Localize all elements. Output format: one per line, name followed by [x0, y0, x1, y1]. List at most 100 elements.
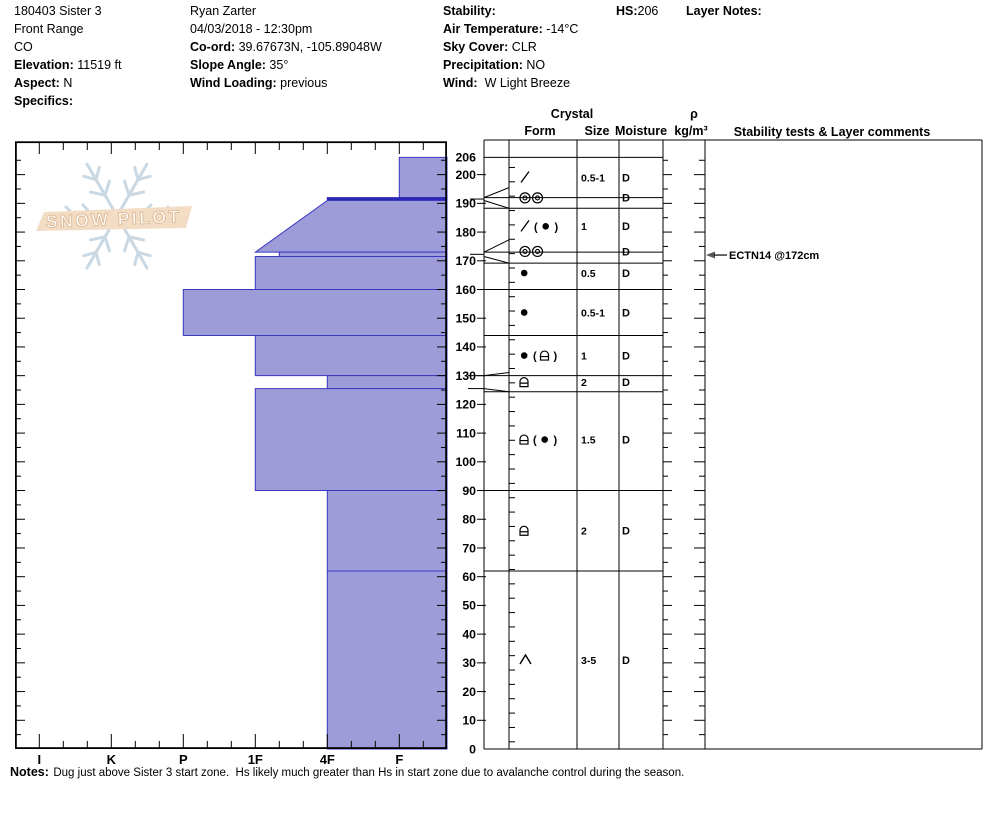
layer-moisture-value: D	[622, 172, 630, 184]
layer-moisture-value: D	[622, 193, 630, 205]
paren: )	[554, 351, 558, 363]
paren: (	[534, 221, 538, 233]
thin-layer-connector	[470, 187, 510, 209]
state: CO	[14, 40, 33, 54]
depth-axis-label: 170	[455, 254, 476, 268]
decomposing-fragments-icon	[520, 219, 530, 232]
layer-size-value: 1.5	[581, 434, 596, 446]
depth-axis-label: 10	[462, 714, 476, 728]
layer-size-value: 2	[581, 377, 587, 389]
snowflake-arm-path	[82, 218, 116, 270]
table-header: Crystal Form Size Moisture ρ kg/m³ Stability t…	[524, 107, 930, 139]
arrow-left-icon	[706, 251, 715, 259]
depth-hoar-icon	[519, 653, 532, 665]
snow-layer-bar	[326, 375, 448, 390]
crust-outer-circle	[519, 245, 531, 258]
snow-layer-bar	[326, 570, 448, 750]
rounded-grains-icon	[520, 309, 528, 316]
hardness-axis-label: 1F	[248, 752, 263, 767]
depth-axis-label: 200	[455, 168, 476, 182]
crystal-header: Crystal	[551, 107, 593, 121]
date-time: 04/03/2018 - 12:30pm	[190, 22, 313, 36]
watermark-banner	[36, 206, 192, 231]
snowflake-arm	[82, 218, 116, 270]
connector-line	[483, 187, 510, 199]
depth-axis-label: 40	[462, 627, 476, 641]
sky-cover: Sky Cover: CLR	[443, 40, 537, 54]
chart-frame	[14, 141, 448, 750]
crust-outer-circle	[519, 192, 531, 204]
density-header: ρ	[690, 107, 698, 121]
aspect: Aspect: N	[14, 76, 73, 90]
depth-axis-label: 130	[455, 369, 476, 383]
depth-axis-label: 100	[455, 455, 476, 469]
layer-moisture-value: D	[622, 246, 630, 258]
depth-axis-label: 180	[455, 225, 476, 239]
layer-notes: Layer Notes:	[686, 4, 762, 18]
connector-line	[483, 388, 510, 393]
melt-freeze-crust-icon	[519, 245, 531, 258]
layer-table-row: 0.5-1 D	[520, 307, 630, 319]
layer-size-value: 0.5-1	[581, 307, 605, 319]
hardness-profile-chart	[182, 156, 448, 750]
snowflake-arm	[118, 218, 152, 270]
melt-freeze-crust-icon	[531, 245, 544, 258]
comments-header: Stability tests & Layer comments	[734, 125, 931, 139]
snow-layer-bar	[254, 334, 448, 377]
notes-label: Notes:	[10, 765, 49, 779]
snow-layer-bar	[278, 251, 448, 257]
layer-moisture-value: D	[622, 268, 630, 280]
size-header: Size	[584, 124, 609, 138]
layer-table-row: 0.5 D	[520, 268, 630, 280]
depth-axis-label: 120	[455, 398, 476, 412]
layer-table-row: () 1 D	[520, 219, 630, 233]
snow-layer-bar	[253, 199, 448, 253]
connector-line	[483, 200, 510, 209]
crust-outer-circle	[531, 192, 544, 204]
pit-id-text: 180403 Sister 3	[14, 4, 102, 18]
chart-axes	[14, 141, 448, 750]
wind: Wind: W Light Breeze	[443, 76, 571, 90]
snowflake-arm-path	[118, 162, 152, 214]
paren: )	[555, 221, 559, 233]
layer-moisture-value: D	[622, 655, 630, 667]
moisture-header: Moisture	[615, 124, 667, 138]
hs-total-depth: HS:206	[616, 4, 659, 18]
range-name: Front Range	[14, 22, 84, 36]
ectn-annotation: ECTN14 @172cm	[706, 250, 819, 262]
form-header: Form	[524, 124, 555, 138]
slope-angle: Slope Angle: 35°	[190, 58, 289, 72]
density-unit-header: kg/m³	[674, 124, 707, 138]
notes-text: Notes: Dug just above Sister 3 start zon…	[10, 765, 685, 779]
rounding-facets-icon	[519, 525, 529, 536]
paren: (	[533, 435, 537, 447]
layer-moisture-value: D	[622, 350, 630, 362]
elevation: Elevation: 11519 ft	[14, 58, 122, 72]
layer-table-row: 0.5-1 D	[520, 171, 630, 184]
precipitation: Precipitation: NO	[443, 58, 546, 72]
layer-size-value: 1	[581, 221, 587, 233]
observer-name: Ryan Zarter	[190, 4, 256, 18]
depth-axis-label: 70	[462, 541, 476, 555]
melt-freeze-crust-icon	[519, 192, 531, 204]
depth-axis-label: 90	[462, 484, 476, 498]
crust-inner-circle	[522, 195, 528, 201]
layer-size-value: 0.5-1	[581, 172, 605, 184]
depth-axis-label: 0	[469, 742, 476, 756]
hardness-axis-label: 4F	[320, 752, 335, 767]
snowflake-arm	[82, 162, 116, 214]
snowflake-arm	[118, 162, 152, 214]
crust-inner-circle	[534, 248, 541, 255]
rounding-facets-icon	[519, 377, 529, 388]
layer-moisture-value: D	[622, 434, 630, 446]
snowflake-arm-path	[82, 162, 116, 214]
crust-outer-circle	[531, 245, 544, 258]
layer-table-row: () 1 D	[520, 350, 630, 363]
annotation-text: ECTN14 @172cm	[729, 250, 819, 262]
rounded-grains-icon	[542, 223, 549, 230]
rounded-grains-icon	[520, 352, 528, 359]
layer-moisture-value: D	[622, 307, 630, 319]
depth-axis-label: 80	[462, 513, 476, 527]
layer-size-value: 3-5	[581, 655, 596, 667]
